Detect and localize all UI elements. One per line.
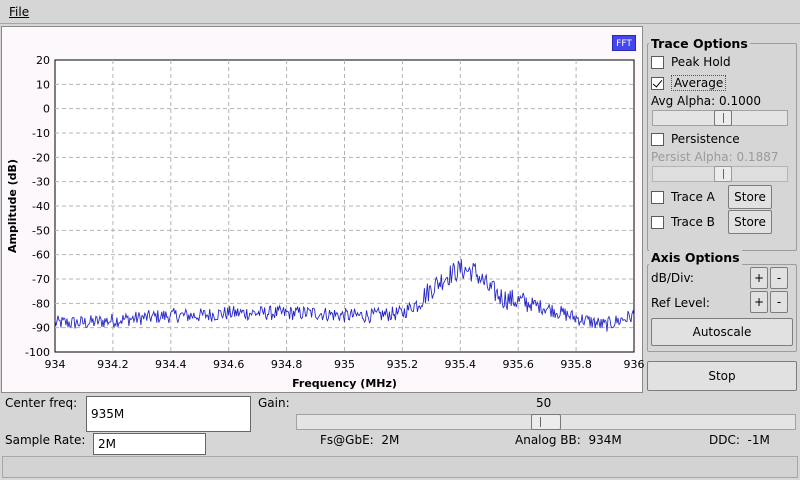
gain-slider-thumb[interactable] [531, 414, 561, 430]
y-tick-label: 0 [43, 103, 50, 116]
analog-bb-readout: Analog BB: 934M [515, 433, 622, 447]
bottom-controls: Center freq: 935M Gain: 50 Sample Rate: … [0, 394, 800, 480]
persistence-label: Persistence [671, 132, 740, 146]
y-tick-label: -60 [32, 249, 50, 262]
analog-bb-value: 934M [588, 433, 622, 447]
average-row[interactable]: Average [651, 74, 727, 92]
menu-file-label: File [9, 5, 30, 19]
y-tick-label: -20 [32, 151, 50, 164]
persist-alpha-row: Persist Alpha: 0.1887 [651, 148, 778, 166]
avg-alpha-slider[interactable] [652, 110, 788, 126]
sample-rate-input[interactable]: 2M [93, 433, 206, 455]
fft-trace-line [54, 259, 635, 332]
trace-a-checkbox[interactable] [651, 190, 664, 204]
trace-a-label: Trace A [671, 190, 715, 204]
x-tick-label: 934.6 [213, 358, 245, 371]
persistence-row[interactable]: Persistence [651, 130, 740, 148]
fft-chart: 934 934.2 934.4 934.6 934.8 935 935.2 935.4 935.… [6, 54, 645, 390]
y-tick-label: -30 [32, 176, 50, 189]
trace-b-store-button[interactable]: Store [728, 210, 772, 234]
trace-b-label: Trace B [671, 215, 715, 229]
x-tick-label: 935.2 [387, 358, 419, 371]
avg-alpha-slider-thumb[interactable] [714, 110, 732, 126]
avg-alpha-label: Avg Alpha: [651, 94, 716, 108]
x-tick-label: 934.8 [271, 358, 303, 371]
sample-rate-value: 2M [98, 437, 116, 451]
y-tick-label: -10 [32, 127, 50, 140]
persist-alpha-slider-thumb[interactable] [714, 166, 732, 182]
x-axis-label: Frequency (MHz) [292, 377, 397, 390]
trace-b-checkbox[interactable] [651, 215, 664, 229]
gain-slider[interactable] [296, 414, 796, 430]
center-freq-label: Center freq: [5, 396, 78, 410]
avg-alpha-value: 0.1000 [719, 94, 762, 108]
peak-hold-row[interactable]: Peak Hold [651, 53, 731, 71]
gain-label: Gain: [258, 396, 290, 410]
center-freq-input[interactable]: 935M [86, 396, 251, 432]
y-tick-label: -70 [32, 273, 50, 286]
peak-hold-label: Peak Hold [671, 55, 731, 69]
persist-alpha-value: 0.1887 [736, 150, 779, 164]
x-tick-label: 934.2 [97, 358, 129, 371]
ref-level-minus-button[interactable]: - [770, 291, 788, 313]
db-div-label: dB/Div: [651, 271, 694, 285]
ref-level-row: Ref Level: [651, 294, 710, 312]
db-div-row: dB/Div: [651, 269, 694, 287]
side-panel: Trace Options Peak Hold Average Avg Alph… [645, 26, 800, 393]
axis-options-title: Axis Options [649, 250, 742, 265]
sample-rate-label: Sample Rate: [5, 433, 86, 447]
y-axis-label: Amplitude (dB) [6, 159, 19, 253]
y-tick-label: -40 [32, 200, 50, 213]
fs-gbe-readout: Fs@GbE: 2M [320, 433, 399, 447]
x-tick-label: 935 [334, 358, 355, 371]
y-tick-label: -100 [25, 346, 50, 359]
x-tick-label: 934 [45, 358, 66, 371]
ddc-label: DDC: [709, 433, 740, 447]
ref-level-label: Ref Level: [651, 296, 710, 310]
y-tick-label: -90 [32, 322, 50, 335]
trace-b-row[interactable]: Trace B [651, 213, 715, 231]
autoscale-button[interactable]: Autoscale [651, 318, 793, 346]
status-bar [2, 456, 798, 478]
fft-badge[interactable]: FFT [612, 35, 636, 51]
menu-bar: File [0, 0, 800, 24]
ref-level-plus-button[interactable]: + [750, 291, 768, 313]
x-tick-label: 935.4 [445, 358, 477, 371]
ddc-value: -1M [747, 433, 770, 447]
average-label: Average [671, 75, 727, 91]
x-tick-label: 935.8 [560, 358, 592, 371]
fft-plot-panel: FFT 934 934.2 934.4 934.6 934.8 935 935.2 935.4… [1, 26, 645, 393]
x-tick-label: 936 [624, 358, 645, 371]
x-tick-label: 935.6 [502, 358, 534, 371]
peak-hold-checkbox[interactable] [651, 55, 664, 69]
fs-gbe-label: Fs@GbE: [320, 433, 374, 447]
avg-alpha-row: Avg Alpha: 0.1000 [651, 92, 761, 110]
trace-options-title: Trace Options [649, 36, 750, 51]
persist-alpha-label: Persist Alpha: [651, 150, 733, 164]
average-checkbox[interactable] [651, 76, 664, 90]
menu-file[interactable]: File [9, 5, 29, 19]
y-tick-label: -80 [32, 297, 50, 310]
analog-bb-label: Analog BB: [515, 433, 581, 447]
ddc-readout: DDC: -1M [709, 433, 770, 447]
y-tick-label: 10 [36, 78, 50, 91]
db-div-plus-button[interactable]: + [750, 267, 768, 289]
persistence-checkbox[interactable] [651, 132, 664, 146]
x-tick-label: 934.4 [155, 358, 187, 371]
stop-button[interactable]: Stop [647, 361, 797, 391]
y-tick-label: 20 [36, 54, 50, 67]
y-tick-label: -50 [32, 224, 50, 237]
trace-a-store-button[interactable]: Store [728, 185, 772, 209]
fs-gbe-value: 2M [381, 433, 400, 447]
center-freq-value: 935M [91, 407, 125, 421]
trace-a-row[interactable]: Trace A [651, 188, 715, 206]
persist-alpha-slider[interactable] [652, 166, 788, 182]
db-div-minus-button[interactable]: - [770, 267, 788, 289]
gain-value: 50 [536, 396, 552, 410]
